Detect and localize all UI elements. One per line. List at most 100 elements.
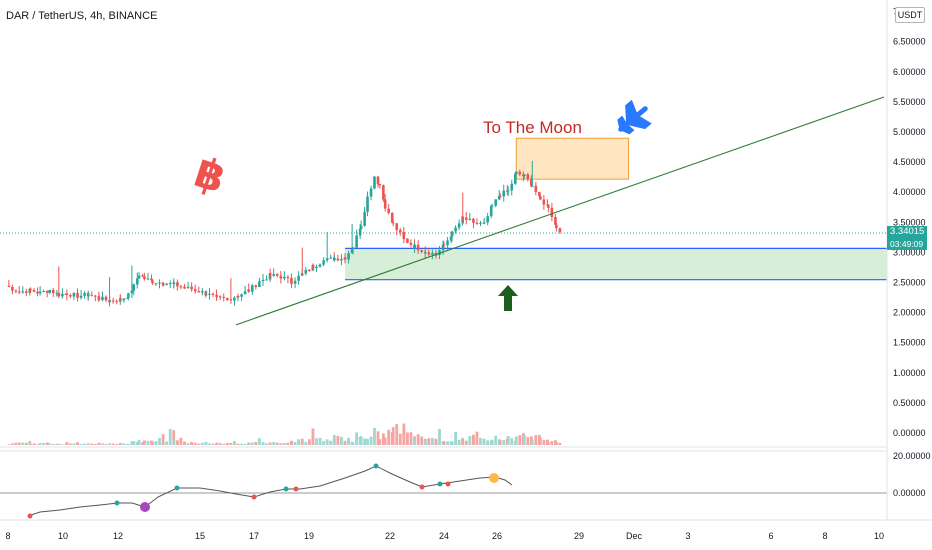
last-price-tag: 3.34015	[887, 226, 927, 238]
volume-bar	[261, 442, 265, 445]
candle-body	[390, 212, 394, 223]
volume-bar	[482, 438, 486, 445]
to-the-moon-label: To The Moon	[483, 118, 582, 137]
candle-body	[539, 196, 542, 200]
candle-body	[143, 276, 146, 279]
candle-body	[498, 195, 502, 197]
volume-bar	[90, 443, 94, 445]
price-axis[interactable]: 76.500006.000005.500005.000004.500004.00…	[886, 0, 926, 520]
up-arrow-icon	[498, 285, 518, 311]
volume-bar	[137, 439, 141, 445]
oscillator-signal-dot	[114, 500, 120, 506]
symbol-title: DAR / TetherUS, 4h, BINANCE	[6, 10, 158, 22]
candle-body	[315, 266, 318, 269]
volume-bar	[434, 440, 438, 445]
airplane-icon	[617, 99, 652, 135]
candle-body	[186, 286, 190, 288]
candle-body	[530, 179, 533, 187]
volume-bar	[423, 439, 427, 445]
volume-bar	[240, 443, 243, 445]
volume-bar	[442, 441, 446, 445]
candle-body	[382, 185, 385, 200]
volume-bar	[101, 443, 104, 445]
candle-body	[233, 297, 236, 301]
candle-body	[168, 283, 172, 285]
price-tick-label: 2.50000	[893, 278, 926, 288]
candle-body	[130, 290, 134, 294]
candle-body	[135, 278, 139, 285]
volume-bar	[143, 440, 146, 445]
volume-bar	[190, 441, 194, 445]
candle-body	[158, 282, 161, 284]
candle-body	[358, 228, 362, 236]
volume-bar	[222, 443, 226, 445]
volume-bar	[373, 427, 376, 445]
volume-bar	[510, 438, 514, 445]
volume-bar	[161, 434, 165, 445]
volume-bar	[208, 443, 211, 445]
volume-bar	[172, 430, 176, 445]
candle-body	[176, 282, 179, 287]
candle-body	[137, 275, 141, 279]
volume-bar	[122, 443, 126, 445]
candle-body	[161, 284, 165, 286]
price-tick-label: 2.00000	[893, 308, 926, 318]
volume-bar	[130, 441, 134, 445]
volume-bar	[279, 443, 283, 445]
volume-bar	[257, 438, 261, 445]
candle-body	[146, 278, 150, 280]
volume-bar	[154, 441, 158, 445]
candle-body	[378, 183, 382, 186]
candle-body	[457, 223, 461, 228]
candle-body	[183, 287, 186, 289]
time-tick-label: 12	[113, 531, 123, 541]
candle-body	[322, 260, 325, 263]
candle-body	[409, 242, 413, 245]
volume-bar	[461, 439, 465, 445]
volume-bar	[268, 442, 272, 445]
candle-body	[86, 295, 90, 297]
candle-body	[236, 296, 240, 298]
time-axis[interactable]: 8 10 12 15 17 19 22 24 26 29 Dec 3 6 8 10	[0, 519, 932, 541]
volume-bar	[247, 443, 251, 445]
candle-body	[475, 222, 479, 224]
candle-body	[373, 176, 376, 189]
volume-bar	[42, 442, 46, 445]
volume-bar	[215, 442, 219, 445]
candle-body	[336, 258, 340, 261]
currency-badge[interactable]: USDT	[895, 7, 925, 23]
price-tick-label: 1.00000	[893, 368, 926, 378]
candle-body	[222, 297, 226, 299]
volume-bar	[193, 443, 197, 445]
candle-body	[369, 188, 373, 197]
volume-bar	[233, 440, 236, 445]
volume-bar	[526, 437, 530, 445]
price-tick-label: 5.50000	[893, 97, 926, 107]
price-tick-label: 1.50000	[893, 338, 926, 348]
time-tick-label: 22	[385, 531, 395, 541]
candle-body	[132, 284, 136, 291]
candle-body	[450, 231, 454, 237]
candle-body	[279, 276, 283, 279]
volume-bar	[179, 437, 183, 445]
oscillator-axis: 20.00000 0.00000	[893, 451, 931, 498]
candle-body	[172, 282, 176, 284]
price-tick-label: 0.50000	[893, 398, 926, 408]
candle-body	[36, 291, 39, 294]
candle-body	[490, 205, 494, 207]
candle-body	[340, 258, 343, 261]
candle-body	[29, 288, 32, 291]
candle-body	[449, 236, 453, 241]
candle-body	[522, 174, 526, 177]
candle-body	[359, 225, 363, 229]
candle-body	[69, 295, 72, 297]
candle-body	[45, 291, 49, 293]
candle-body	[308, 269, 311, 271]
volume-bar	[186, 443, 190, 445]
volume-bar	[172, 440, 176, 445]
candle-body	[434, 252, 438, 255]
volume-bar	[545, 439, 549, 445]
candle-body	[7, 285, 11, 287]
